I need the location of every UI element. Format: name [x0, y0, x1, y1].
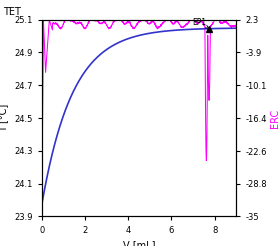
Text: TET: TET — [3, 7, 21, 17]
Y-axis label: ERC: ERC — [270, 108, 278, 128]
Y-axis label: T [°C]: T [°C] — [0, 104, 9, 132]
X-axis label: V [mL]: V [mL] — [123, 240, 155, 246]
Text: EP1: EP1 — [192, 17, 209, 29]
